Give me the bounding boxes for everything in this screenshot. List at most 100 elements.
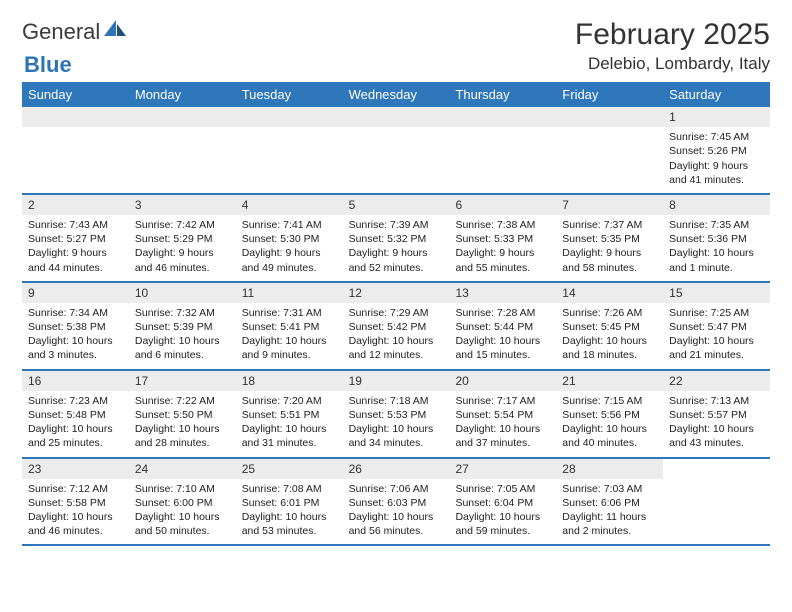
daylight-text: Daylight: 10 hours and 50 minutes.: [135, 510, 230, 538]
day-body: Sunrise: 7:17 AMSunset: 5:54 PMDaylight:…: [453, 394, 552, 451]
day-body: Sunrise: 7:06 AMSunset: 6:03 PMDaylight:…: [347, 482, 446, 539]
calendar-cell-empty: [129, 107, 236, 193]
sunrise-text: Sunrise: 7:42 AM: [135, 218, 230, 232]
calendar-cell: 3Sunrise: 7:42 AMSunset: 5:29 PMDaylight…: [129, 195, 236, 281]
day-number: 11: [236, 283, 343, 303]
sunset-text: Sunset: 5:47 PM: [669, 320, 764, 334]
sunset-text: Sunset: 5:45 PM: [562, 320, 657, 334]
daylight-text: Daylight: 9 hours and 52 minutes.: [349, 246, 444, 274]
month-title: February 2025: [575, 18, 770, 52]
day-number: [22, 107, 129, 127]
daylight-text: Daylight: 10 hours and 3 minutes.: [28, 334, 123, 362]
calendar-cell: 1Sunrise: 7:45 AMSunset: 5:26 PMDaylight…: [663, 107, 770, 193]
sunset-text: Sunset: 6:01 PM: [242, 496, 337, 510]
sunrise-text: Sunrise: 7:31 AM: [242, 306, 337, 320]
day-number: 22: [663, 371, 770, 391]
day-number: 16: [22, 371, 129, 391]
day-number: 5: [343, 195, 450, 215]
day-number: 14: [556, 283, 663, 303]
calendar-cell: 7Sunrise: 7:37 AMSunset: 5:35 PMDaylight…: [556, 195, 663, 281]
brand-blue-row: Blue: [24, 52, 772, 78]
sunset-text: Sunset: 5:53 PM: [349, 408, 444, 422]
calendar-cell: 10Sunrise: 7:32 AMSunset: 5:39 PMDayligh…: [129, 283, 236, 369]
sunset-text: Sunset: 5:54 PM: [455, 408, 550, 422]
day-header: Thursday: [449, 82, 556, 107]
daylight-text: Daylight: 10 hours and 56 minutes.: [349, 510, 444, 538]
day-body: Sunrise: 7:20 AMSunset: 5:51 PMDaylight:…: [240, 394, 339, 451]
day-body: Sunrise: 7:37 AMSunset: 5:35 PMDaylight:…: [560, 218, 659, 275]
day-number: 18: [236, 371, 343, 391]
daylight-text: Daylight: 9 hours and 55 minutes.: [455, 246, 550, 274]
daylight-text: Daylight: 10 hours and 15 minutes.: [455, 334, 550, 362]
sunrise-text: Sunrise: 7:03 AM: [562, 482, 657, 496]
sunset-text: Sunset: 5:39 PM: [135, 320, 230, 334]
sunset-text: Sunset: 5:51 PM: [242, 408, 337, 422]
calendar-cell: 2Sunrise: 7:43 AMSunset: 5:27 PMDaylight…: [22, 195, 129, 281]
daylight-text: Daylight: 9 hours and 58 minutes.: [562, 246, 657, 274]
calendar-cell: 15Sunrise: 7:25 AMSunset: 5:47 PMDayligh…: [663, 283, 770, 369]
day-number: 23: [22, 459, 129, 479]
day-body: Sunrise: 7:10 AMSunset: 6:00 PMDaylight:…: [133, 482, 232, 539]
day-number: 2: [22, 195, 129, 215]
sunrise-text: Sunrise: 7:25 AM: [669, 306, 764, 320]
sunrise-text: Sunrise: 7:13 AM: [669, 394, 764, 408]
day-number: 3: [129, 195, 236, 215]
day-body: Sunrise: 7:39 AMSunset: 5:32 PMDaylight:…: [347, 218, 446, 275]
daylight-text: Daylight: 11 hours and 2 minutes.: [562, 510, 657, 538]
daylight-text: Daylight: 9 hours and 44 minutes.: [28, 246, 123, 274]
calendar-cell: 12Sunrise: 7:29 AMSunset: 5:42 PMDayligh…: [343, 283, 450, 369]
calendar-cell: 26 Sunrise: 7:06 AMSunset: 6:03 PMDayligh…: [343, 459, 450, 545]
calendar-cell: 11Sunrise: 7:31 AMSunset: 5:41 PMDayligh…: [236, 283, 343, 369]
calendar-cell-empty: [236, 107, 343, 193]
sunset-text: Sunset: 5:57 PM: [669, 408, 764, 422]
calendar-cell-empty: [556, 107, 663, 193]
sunrise-text: Sunrise: 7:26 AM: [562, 306, 657, 320]
day-number: 13: [449, 283, 556, 303]
sunset-text: Sunset: 5:35 PM: [562, 232, 657, 246]
daylight-text: Daylight: 10 hours and 53 minutes.: [242, 510, 337, 538]
sunset-text: Sunset: 5:58 PM: [28, 496, 123, 510]
calendar-cell: 9Sunrise: 7:34 AMSunset: 5:38 PMDaylight…: [22, 283, 129, 369]
sunrise-text: Sunrise: 7:35 AM: [669, 218, 764, 232]
sunrise-text: Sunrise: 7:15 AM: [562, 394, 657, 408]
day-number: 1: [663, 107, 770, 127]
day-body: Sunrise: 7:32 AMSunset: 5:39 PMDaylight:…: [133, 306, 232, 363]
sunset-text: Sunset: 6:03 PM: [349, 496, 444, 510]
calendar-cell-empty: [449, 107, 556, 193]
sunset-text: Sunset: 5:44 PM: [455, 320, 550, 334]
daylight-text: Daylight: 10 hours and 9 minutes.: [242, 334, 337, 362]
sunrise-text: Sunrise: 7:45 AM: [669, 130, 764, 144]
calendar-cell: 20Sunrise: 7:17 AMSunset: 5:54 PMDayligh…: [449, 371, 556, 457]
day-body: Sunrise: 7:26 AMSunset: 5:45 PMDaylight:…: [560, 306, 659, 363]
daylight-text: Daylight: 10 hours and 28 minutes.: [135, 422, 230, 450]
day-body: Sunrise: 7:25 AMSunset: 5:47 PMDaylight:…: [667, 306, 766, 363]
day-number: 12: [343, 283, 450, 303]
day-body: Sunrise: 7:28 AMSunset: 5:44 PMDaylight:…: [453, 306, 552, 363]
sunrise-text: Sunrise: 7:20 AM: [242, 394, 337, 408]
daylight-text: Daylight: 10 hours and 1 minute.: [669, 246, 764, 274]
day-number: 26: [343, 459, 450, 479]
sunrise-text: Sunrise: 7:23 AM: [28, 394, 123, 408]
daylight-text: Daylight: 9 hours and 41 minutes.: [669, 159, 764, 187]
calendar-week: 23Sunrise: 7:12 AMSunset: 5:58 PMDayligh…: [22, 459, 770, 547]
brand-general: General: [22, 19, 100, 45]
calendar-cell: 25Sunrise: 7:08 AMSunset: 6:01 PMDayligh…: [236, 459, 343, 545]
sunrise-text: Sunrise: 7:22 AM: [135, 394, 230, 408]
sunset-text: Sunset: 6:06 PM: [562, 496, 657, 510]
sunrise-text: Sunrise: 7:41 AM: [242, 218, 337, 232]
day-header: Saturday: [663, 82, 770, 107]
sunrise-text: Sunrise: 7:08 AM: [242, 482, 337, 496]
weeks-container: 1Sunrise: 7:45 AMSunset: 5:26 PMDaylight…: [22, 107, 770, 546]
sail-icon: [102, 18, 128, 45]
day-body: Sunrise: 7:08 AMSunset: 6:01 PMDaylight:…: [240, 482, 339, 539]
day-body: Sunrise: 7:18 AMSunset: 5:53 PMDaylight:…: [347, 394, 446, 451]
day-number: 4: [236, 195, 343, 215]
sunrise-text: Sunrise: 7:37 AM: [562, 218, 657, 232]
day-body: Sunrise: 7:22 AMSunset: 5:50 PMDaylight:…: [133, 394, 232, 451]
calendar-week: 2Sunrise: 7:43 AMSunset: 5:27 PMDaylight…: [22, 195, 770, 283]
day-body: Sunrise: 7:13 AMSunset: 5:57 PMDaylight:…: [667, 394, 766, 451]
sunrise-text: Sunrise: 7:28 AM: [455, 306, 550, 320]
day-body: Sunrise: 7:41 AMSunset: 5:30 PMDaylight:…: [240, 218, 339, 275]
calendar-cell: 23Sunrise: 7:12 AMSunset: 5:58 PMDayligh…: [22, 459, 129, 545]
day-body: Sunrise: 7:34 AMSunset: 5:38 PMDaylight:…: [26, 306, 125, 363]
